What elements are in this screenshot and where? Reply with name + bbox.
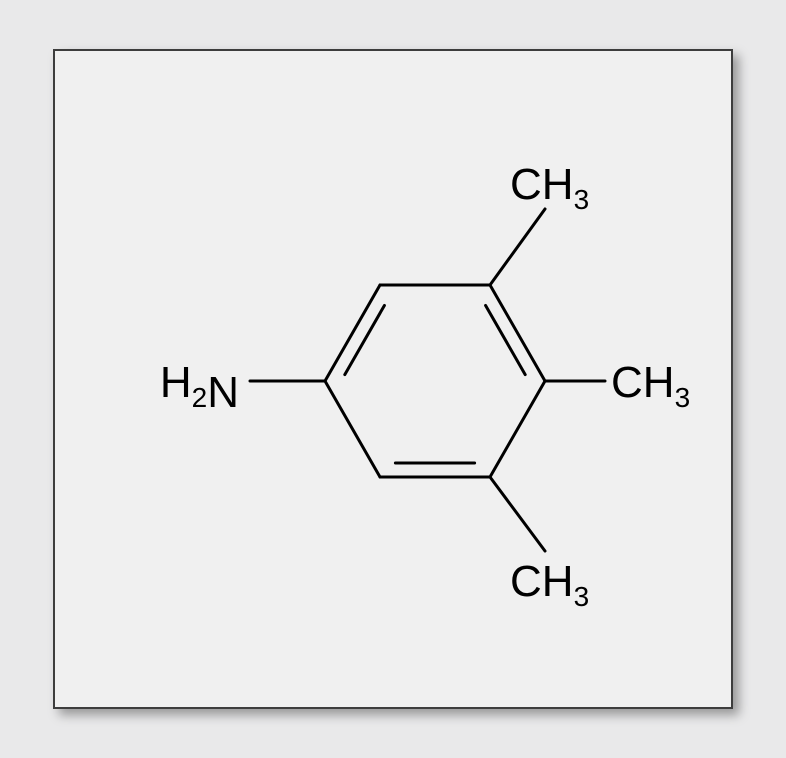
atom-label: CH3: [510, 160, 589, 215]
bond: [490, 381, 545, 477]
bond-inner: [345, 305, 385, 374]
bond: [490, 285, 545, 381]
canvas: H2N CH3 CH3 CH3: [0, 0, 786, 758]
substituent-bond: [490, 209, 545, 285]
structure-card: H2N CH3 CH3 CH3: [53, 49, 733, 709]
molecule-diagram: H2N CH3 CH3 CH3: [55, 51, 735, 711]
bond: [325, 381, 380, 477]
substituent-bond: [490, 477, 545, 551]
atom-label: CH3: [611, 358, 690, 413]
atom-label: CH3: [510, 557, 589, 612]
atom-label: H2N: [160, 358, 239, 417]
bond-inner: [486, 305, 526, 374]
bond: [325, 285, 380, 381]
